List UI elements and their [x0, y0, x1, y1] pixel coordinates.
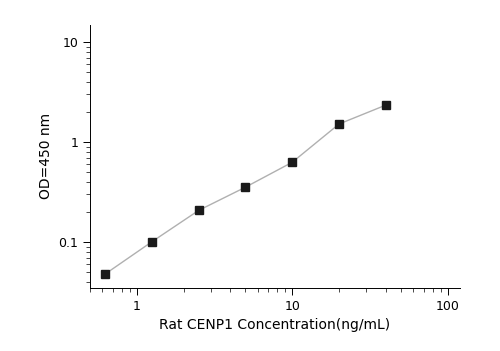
X-axis label: Rat CENP1 Concentration(ng/mL): Rat CENP1 Concentration(ng/mL)	[160, 318, 390, 332]
Y-axis label: OD=450 nm: OD=450 nm	[39, 113, 53, 199]
